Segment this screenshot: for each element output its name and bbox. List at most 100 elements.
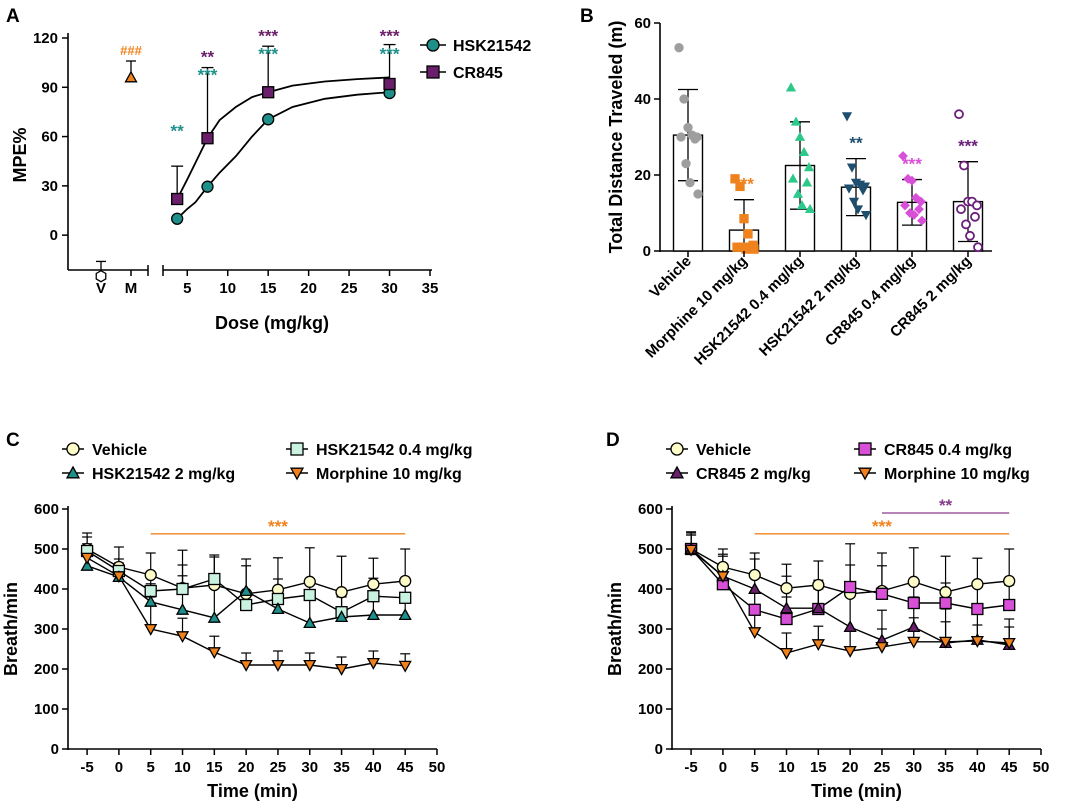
fit-curve-cr845 xyxy=(176,76,390,200)
data-point xyxy=(907,596,920,610)
data-point xyxy=(366,608,380,621)
x-tick-label: 25 xyxy=(874,759,891,776)
scatter-point xyxy=(730,174,740,184)
data-point xyxy=(938,636,953,649)
significance-stars: *** xyxy=(258,44,278,63)
panel-label-a: A xyxy=(6,6,20,27)
significance-stars: ** xyxy=(171,122,185,141)
x-tick-label: 25 xyxy=(341,280,358,297)
x-tick-label: 10 xyxy=(174,759,191,776)
data-point xyxy=(748,603,761,616)
scatter-point xyxy=(907,175,917,186)
x-tick-label: 50 xyxy=(1033,759,1050,776)
legend-marker xyxy=(289,467,305,481)
y-tick-label: 40 xyxy=(634,91,651,108)
scatter-point xyxy=(916,196,926,207)
scatter-point xyxy=(965,230,975,241)
x-tick-label: 15 xyxy=(810,759,827,776)
legend-label: CR845 xyxy=(453,65,503,82)
data-point xyxy=(1003,574,1016,588)
data-point xyxy=(398,660,412,673)
control-point-m xyxy=(124,70,138,83)
significance-hash: ### xyxy=(120,43,142,58)
data-point xyxy=(971,578,984,591)
scatter-point xyxy=(956,204,966,215)
scatter-point xyxy=(841,112,853,122)
data-point xyxy=(684,544,698,557)
data-point xyxy=(144,594,158,607)
scatter-point xyxy=(798,146,810,157)
data-point xyxy=(144,623,158,636)
legend-marker xyxy=(66,442,80,456)
y-tick-label: 60 xyxy=(634,15,651,32)
scatter-point xyxy=(787,173,799,183)
data-point xyxy=(748,568,761,582)
scatter-point xyxy=(683,122,693,133)
y-axis-title: Total Distance Traveled (m) xyxy=(606,21,626,254)
data-point xyxy=(271,659,285,672)
x-tick-label: 35 xyxy=(333,759,350,776)
data-point xyxy=(303,575,316,588)
data-point xyxy=(80,552,94,565)
data-point-hsk21542 xyxy=(171,212,184,225)
data-point xyxy=(399,574,412,588)
data-point xyxy=(843,645,857,658)
data-point xyxy=(875,587,889,600)
significance-stars: *** xyxy=(902,155,922,174)
x-tick-label: 5 xyxy=(751,759,759,776)
y-tick-label: 300 xyxy=(34,621,59,638)
panel-a-dose-response: 120 90 60 30 0 MPE% V M 5 10 15 20 25 30 35 Dose (mg/kg… xyxy=(10,26,531,333)
x-tick-label: 5 xyxy=(147,759,155,776)
x-tick-label: 45 xyxy=(1001,759,1018,776)
scatter-point xyxy=(970,211,980,222)
data-point xyxy=(1002,637,1016,650)
scatter-point xyxy=(676,132,686,142)
data-point-hsk21542 xyxy=(201,180,214,193)
panel-label-d: D xyxy=(606,430,620,451)
y-tick-label: 500 xyxy=(34,541,59,558)
y-tick-label: 90 xyxy=(41,79,58,96)
data-point xyxy=(112,571,126,584)
x-axis-title: Time (min) xyxy=(811,781,902,801)
legend-label: HSK21542 2 mg/kg xyxy=(92,466,235,483)
significance-stars: ** xyxy=(201,48,215,67)
scatter-point xyxy=(693,189,703,199)
x-tick-label: 30 xyxy=(301,759,318,776)
x-tick-label: 20 xyxy=(842,759,859,776)
data-point xyxy=(843,620,857,633)
data-point xyxy=(811,601,825,614)
scatter-point xyxy=(743,229,753,239)
y-tick-label: 100 xyxy=(34,701,59,718)
panel-d-breath-rate-cr845: 0 100 200 300 400 500 600 -5 0 5 10 15 20 25 30 35 40 45 5… xyxy=(605,442,1049,801)
data-point xyxy=(780,612,793,626)
data-point xyxy=(271,602,285,615)
y-tick-label: 0 xyxy=(50,227,58,244)
scatter-point xyxy=(954,109,964,120)
data-point xyxy=(939,586,952,599)
y-axis-title: Breath/min xyxy=(1,582,21,676)
data-point xyxy=(303,616,317,629)
y-tick-label: 60 xyxy=(41,129,58,146)
y-tick-label: 0 xyxy=(655,741,663,758)
data-point xyxy=(716,571,730,584)
legend-marker xyxy=(670,442,684,456)
data-point xyxy=(144,584,157,598)
data-point xyxy=(843,580,857,594)
scatter-point xyxy=(796,200,808,210)
x-tick-label-v: V xyxy=(96,280,106,297)
scatter-point xyxy=(909,209,919,220)
data-point xyxy=(239,584,253,597)
fit-curve-hsk21542 xyxy=(176,91,390,220)
panel-b-distance-bar-chart: 0 20 40 60 Total Distance Traveled (m) Vehicl… xyxy=(606,15,992,369)
x-tick-label: 40 xyxy=(969,759,986,776)
data-point xyxy=(80,558,94,571)
x-tick-label: 0 xyxy=(115,759,123,776)
y-tick-label: 0 xyxy=(51,741,59,758)
data-point xyxy=(176,582,189,596)
data-point xyxy=(303,659,317,672)
scatter-point xyxy=(679,94,689,104)
data-point xyxy=(239,598,253,612)
scatter-point xyxy=(914,204,924,215)
scatter-point xyxy=(794,131,806,141)
